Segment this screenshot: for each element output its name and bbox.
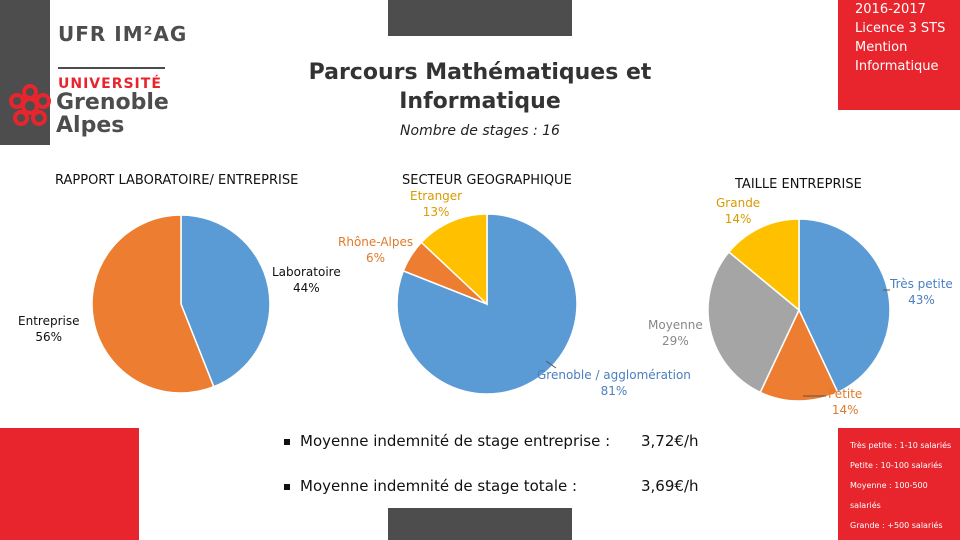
label-tres-petite-name: Très petite xyxy=(890,277,953,291)
label-moyenne-value: 29% xyxy=(662,334,689,348)
label-tres-petite: Très petite 43% xyxy=(890,276,953,308)
logo-grenoble-text: Grenoble xyxy=(56,90,169,115)
page-title: Parcours Mathématiques et Informatique xyxy=(300,58,660,116)
logo-divider xyxy=(58,67,165,69)
pie-chart-company-size xyxy=(707,218,891,402)
company-size-legend: Très petite : 1-10 salariés Petite : 10-… xyxy=(838,428,960,540)
label-etranger: Etranger 13% xyxy=(410,188,462,220)
logo-alpes-text: Alpes xyxy=(56,113,125,138)
stat-row-entreprise: Moyenne indemnité de stage entreprise : xyxy=(284,432,610,450)
label-etranger-name: Etranger xyxy=(410,189,463,203)
pie-chart-geographic xyxy=(396,213,578,395)
stat-row-totale: Moyenne indemnité de stage totale : xyxy=(284,477,577,495)
legend-moyenne-cont: salariés xyxy=(850,501,881,510)
pie-slice-grande xyxy=(727,218,800,312)
page-title-line1: Parcours Mathématiques et xyxy=(308,60,652,85)
pie-chart-lab-company xyxy=(91,214,271,394)
logo-ufr-text: UFR IM²AG xyxy=(58,22,188,46)
legend-petite: Petite : 10-100 salariés xyxy=(850,461,943,470)
stat-label-entreprise: Moyenne indemnité de stage entreprise : xyxy=(300,432,611,450)
pie-slice-laboratoire xyxy=(180,214,271,388)
stat-value-totale: 3,69€/h xyxy=(641,477,699,495)
pie-slice-etranger xyxy=(420,213,488,306)
label-rhone-alpes: Rhône-Alpes 6% xyxy=(338,234,413,266)
pie-slice-entreprise xyxy=(91,214,215,394)
pie-slice-moyenne xyxy=(707,250,800,394)
label-entreprise-name: Entreprise xyxy=(18,314,80,328)
chart1-title: RAPPORT LABORATOIRE/ ENTREPRISE xyxy=(55,173,299,188)
pie-slice-petite xyxy=(759,308,839,402)
leader-grenoble xyxy=(545,360,557,369)
legend-tres-petite: Très petite : 1-10 salariés xyxy=(850,441,952,450)
bullet-square-icon xyxy=(284,483,290,490)
label-petite-value: 14% xyxy=(831,403,859,417)
label-entreprise-value: 56% xyxy=(35,330,63,344)
university-flower-logo-icon xyxy=(9,84,51,126)
stat-label-totale: Moyenne indemnité de stage totale : xyxy=(300,477,578,495)
bottom-decor-bar xyxy=(388,508,572,540)
bottom-left-red-block xyxy=(0,428,139,540)
label-etranger-value: 13% xyxy=(422,205,450,219)
label-grenoble-name: Grenoble / agglomération xyxy=(537,368,691,382)
label-moyenne-name: Moyenne xyxy=(648,318,703,332)
legend-moyenne: Moyenne : 100-500 xyxy=(850,481,928,490)
label-tres-petite-value: 43% xyxy=(908,293,935,307)
label-rhone-alpes-name: Rhône-Alpes xyxy=(338,235,414,249)
page-title-line2: Informatique xyxy=(399,89,561,114)
mention-text: Mention xyxy=(855,40,908,55)
label-laboratoire-name: Laboratoire xyxy=(272,265,341,279)
label-rhone-alpes-value: 6% xyxy=(366,251,386,265)
discipline-text: Informatique xyxy=(855,59,939,74)
label-laboratoire-value: 44% xyxy=(293,281,320,295)
year-text: 2016-2017 xyxy=(855,2,926,17)
legend-grande: Grande : +500 salariés xyxy=(850,521,943,530)
label-moyenne: Moyenne 29% xyxy=(648,317,703,349)
stat-value-entreprise: 3,72€/h xyxy=(641,432,699,450)
internship-count: Nombre de stages : 16 xyxy=(400,123,560,139)
chart3-title: TAILLE ENTREPRISE xyxy=(735,177,862,192)
bullet-square-icon xyxy=(284,438,290,445)
label-grenoble: Grenoble / agglomération 81% xyxy=(537,367,691,399)
label-grande-value: 14% xyxy=(724,212,752,226)
top-decor-bar xyxy=(388,0,572,36)
label-petite: Petite 14% xyxy=(828,386,862,418)
label-entreprise: Entreprise 56% xyxy=(18,313,79,345)
label-laboratoire: Laboratoire 44% xyxy=(272,264,341,296)
year-program-box: 2016-2017 Licence 3 STS Mention Informat… xyxy=(838,0,960,110)
degree-text: Licence 3 STS xyxy=(855,21,946,36)
label-grande: Grande 14% xyxy=(716,195,760,227)
label-petite-name: Petite xyxy=(828,387,863,401)
logo-universite-text: UNIVERSITÉ xyxy=(58,76,162,92)
chart2-title: SECTEUR GEOGRAPHIQUE xyxy=(402,173,572,188)
label-grande-name: Grande xyxy=(716,196,761,210)
label-grenoble-value: 81% xyxy=(600,384,628,398)
